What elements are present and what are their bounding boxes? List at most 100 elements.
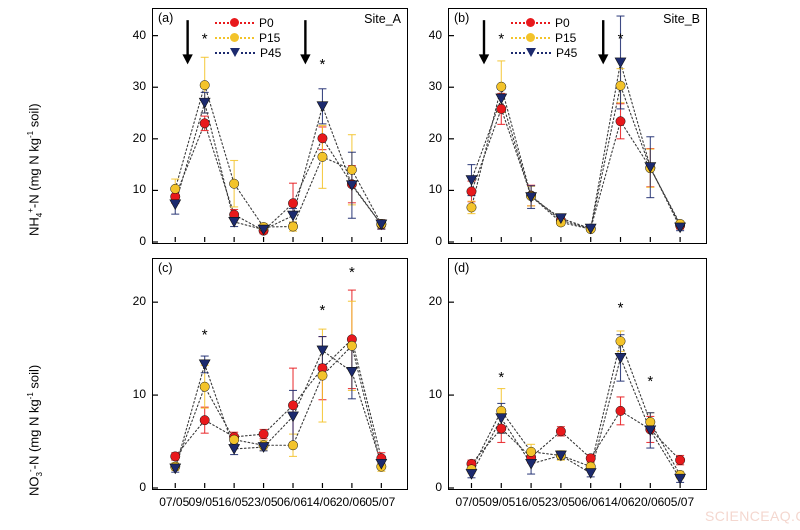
marker-p45 bbox=[375, 458, 388, 470]
marker-p0 bbox=[615, 116, 626, 127]
marker-p45 bbox=[228, 444, 241, 455]
marker-p45 bbox=[287, 411, 299, 423]
panel-b-plot: * * bbox=[449, 15, 687, 243]
treatment-arrow-head bbox=[478, 54, 490, 65]
legend-label: P45 bbox=[260, 45, 282, 60]
marker-p45 bbox=[169, 199, 182, 211]
panel-a-tag: (a) bbox=[158, 11, 174, 25]
series-line-p15 bbox=[174, 344, 382, 468]
marker-p0 bbox=[317, 133, 328, 144]
series-line-p45 bbox=[470, 356, 681, 480]
panel-b-legend: P0 P15 P45 bbox=[511, 15, 577, 60]
legend-item-p0: P0 bbox=[215, 15, 281, 30]
watermark: SCIENCEAQ.COM bbox=[705, 508, 800, 524]
x-tick-label: 16/05 bbox=[515, 495, 546, 509]
y-tick-label: 20 bbox=[132, 294, 146, 309]
panel-c-plot: * * * bbox=[153, 264, 388, 489]
legend-line bbox=[537, 51, 551, 54]
panel-c-tag: (c) bbox=[158, 261, 173, 275]
marker-p45 bbox=[345, 180, 358, 191]
marker-p45 bbox=[257, 442, 270, 453]
panel-b-site-label: Site_B bbox=[663, 12, 700, 26]
marker-p0 bbox=[555, 426, 566, 437]
marker-p0 bbox=[496, 423, 507, 434]
legend-marker-circle bbox=[526, 32, 535, 42]
legend-label: P0 bbox=[555, 15, 570, 30]
legend-line bbox=[511, 36, 525, 39]
y-tick-label: 20 bbox=[428, 130, 442, 145]
marker-p15 bbox=[288, 221, 298, 232]
legend-line bbox=[240, 21, 254, 24]
marker-p15 bbox=[317, 370, 328, 381]
panel-b: (b) Site_B * * P0 P15 P45 bbox=[448, 8, 707, 244]
x-tick-label: 23/05 bbox=[544, 495, 575, 509]
y-tick-label: 10 bbox=[428, 387, 442, 402]
x-tick-label: 07/05 bbox=[455, 495, 486, 509]
y-tick-label: 30 bbox=[132, 79, 146, 94]
legend-line bbox=[536, 21, 550, 24]
marker-p15 bbox=[466, 202, 477, 213]
legend-label: P45 bbox=[556, 45, 578, 60]
series-line-p0 bbox=[174, 338, 382, 459]
significance-asterisk: * bbox=[498, 30, 504, 47]
y-tick-label: 0 bbox=[139, 480, 146, 494]
x-tick-label: 16/05 bbox=[218, 495, 249, 509]
treatment-arrow-head bbox=[182, 54, 193, 65]
legend-marker-circle bbox=[230, 17, 239, 27]
panel-c: (c) * * * bbox=[152, 258, 408, 490]
y-tick-label: 20 bbox=[132, 130, 146, 145]
marker-p0 bbox=[288, 198, 298, 209]
legend-marker-triangle bbox=[230, 47, 240, 57]
marker-p45 bbox=[584, 468, 597, 479]
y-tick-label: 0 bbox=[139, 234, 146, 248]
marker-p15 bbox=[645, 417, 656, 427]
legend-label: P15 bbox=[259, 30, 281, 45]
panel-a-site-label: Site_A bbox=[364, 12, 401, 26]
series-line-p15 bbox=[174, 83, 382, 228]
marker-p15 bbox=[615, 336, 626, 347]
x-tick-label: 06/06 bbox=[574, 495, 605, 509]
legend-label: P15 bbox=[555, 30, 577, 45]
x-tick-label: 05/07 bbox=[365, 495, 396, 509]
marker-p15 bbox=[346, 164, 357, 175]
marker-p0 bbox=[615, 405, 626, 416]
marker-p45 bbox=[198, 359, 211, 371]
marker-p45 bbox=[554, 213, 567, 225]
marker-p45 bbox=[198, 97, 211, 109]
marker-p45 bbox=[169, 463, 182, 475]
series-line-p15 bbox=[470, 339, 681, 476]
legend-label: P0 bbox=[259, 15, 274, 30]
marker-p45 bbox=[644, 425, 657, 437]
significance-asterisk: * bbox=[202, 326, 208, 343]
marker-p45 bbox=[554, 450, 567, 462]
x-tick-label: 14/06 bbox=[306, 495, 337, 509]
y-axis-title-bottom: NO3--N (mg N kg-1 soil) bbox=[26, 364, 44, 496]
x-tick-label: 05/07 bbox=[664, 495, 695, 509]
marker-p45 bbox=[674, 473, 687, 485]
treatment-arrow-head bbox=[300, 54, 311, 65]
marker-p15 bbox=[526, 446, 537, 457]
x-tick-label: 06/06 bbox=[276, 495, 308, 509]
y-tick-label: 10 bbox=[132, 182, 146, 197]
x-tick-label: 09/05 bbox=[485, 495, 516, 509]
significance-asterisk: * bbox=[349, 264, 355, 281]
legend-item-p15: P15 bbox=[511, 30, 577, 45]
panel-a-plot: ** bbox=[153, 20, 388, 243]
marker-p45 bbox=[316, 101, 329, 113]
marker-p45 bbox=[287, 210, 299, 222]
marker-p45 bbox=[614, 353, 627, 364]
marker-p15 bbox=[170, 183, 181, 194]
y-axis-title-top: NH4+-N (mg N kg-1 soil) bbox=[26, 103, 44, 236]
marker-p45 bbox=[465, 469, 478, 480]
y-tick-label: 0 bbox=[435, 234, 442, 248]
marker-p15 bbox=[229, 434, 240, 445]
legend-line bbox=[511, 51, 525, 54]
legend-item-p45: P45 bbox=[511, 45, 577, 60]
marker-p45 bbox=[644, 162, 657, 173]
x-tick-label: 07/05 bbox=[159, 495, 190, 509]
significance-asterisk: * bbox=[320, 56, 326, 73]
significance-asterisk: * bbox=[618, 30, 624, 47]
significance-asterisk: * bbox=[202, 30, 208, 47]
marker-p15 bbox=[496, 81, 507, 92]
